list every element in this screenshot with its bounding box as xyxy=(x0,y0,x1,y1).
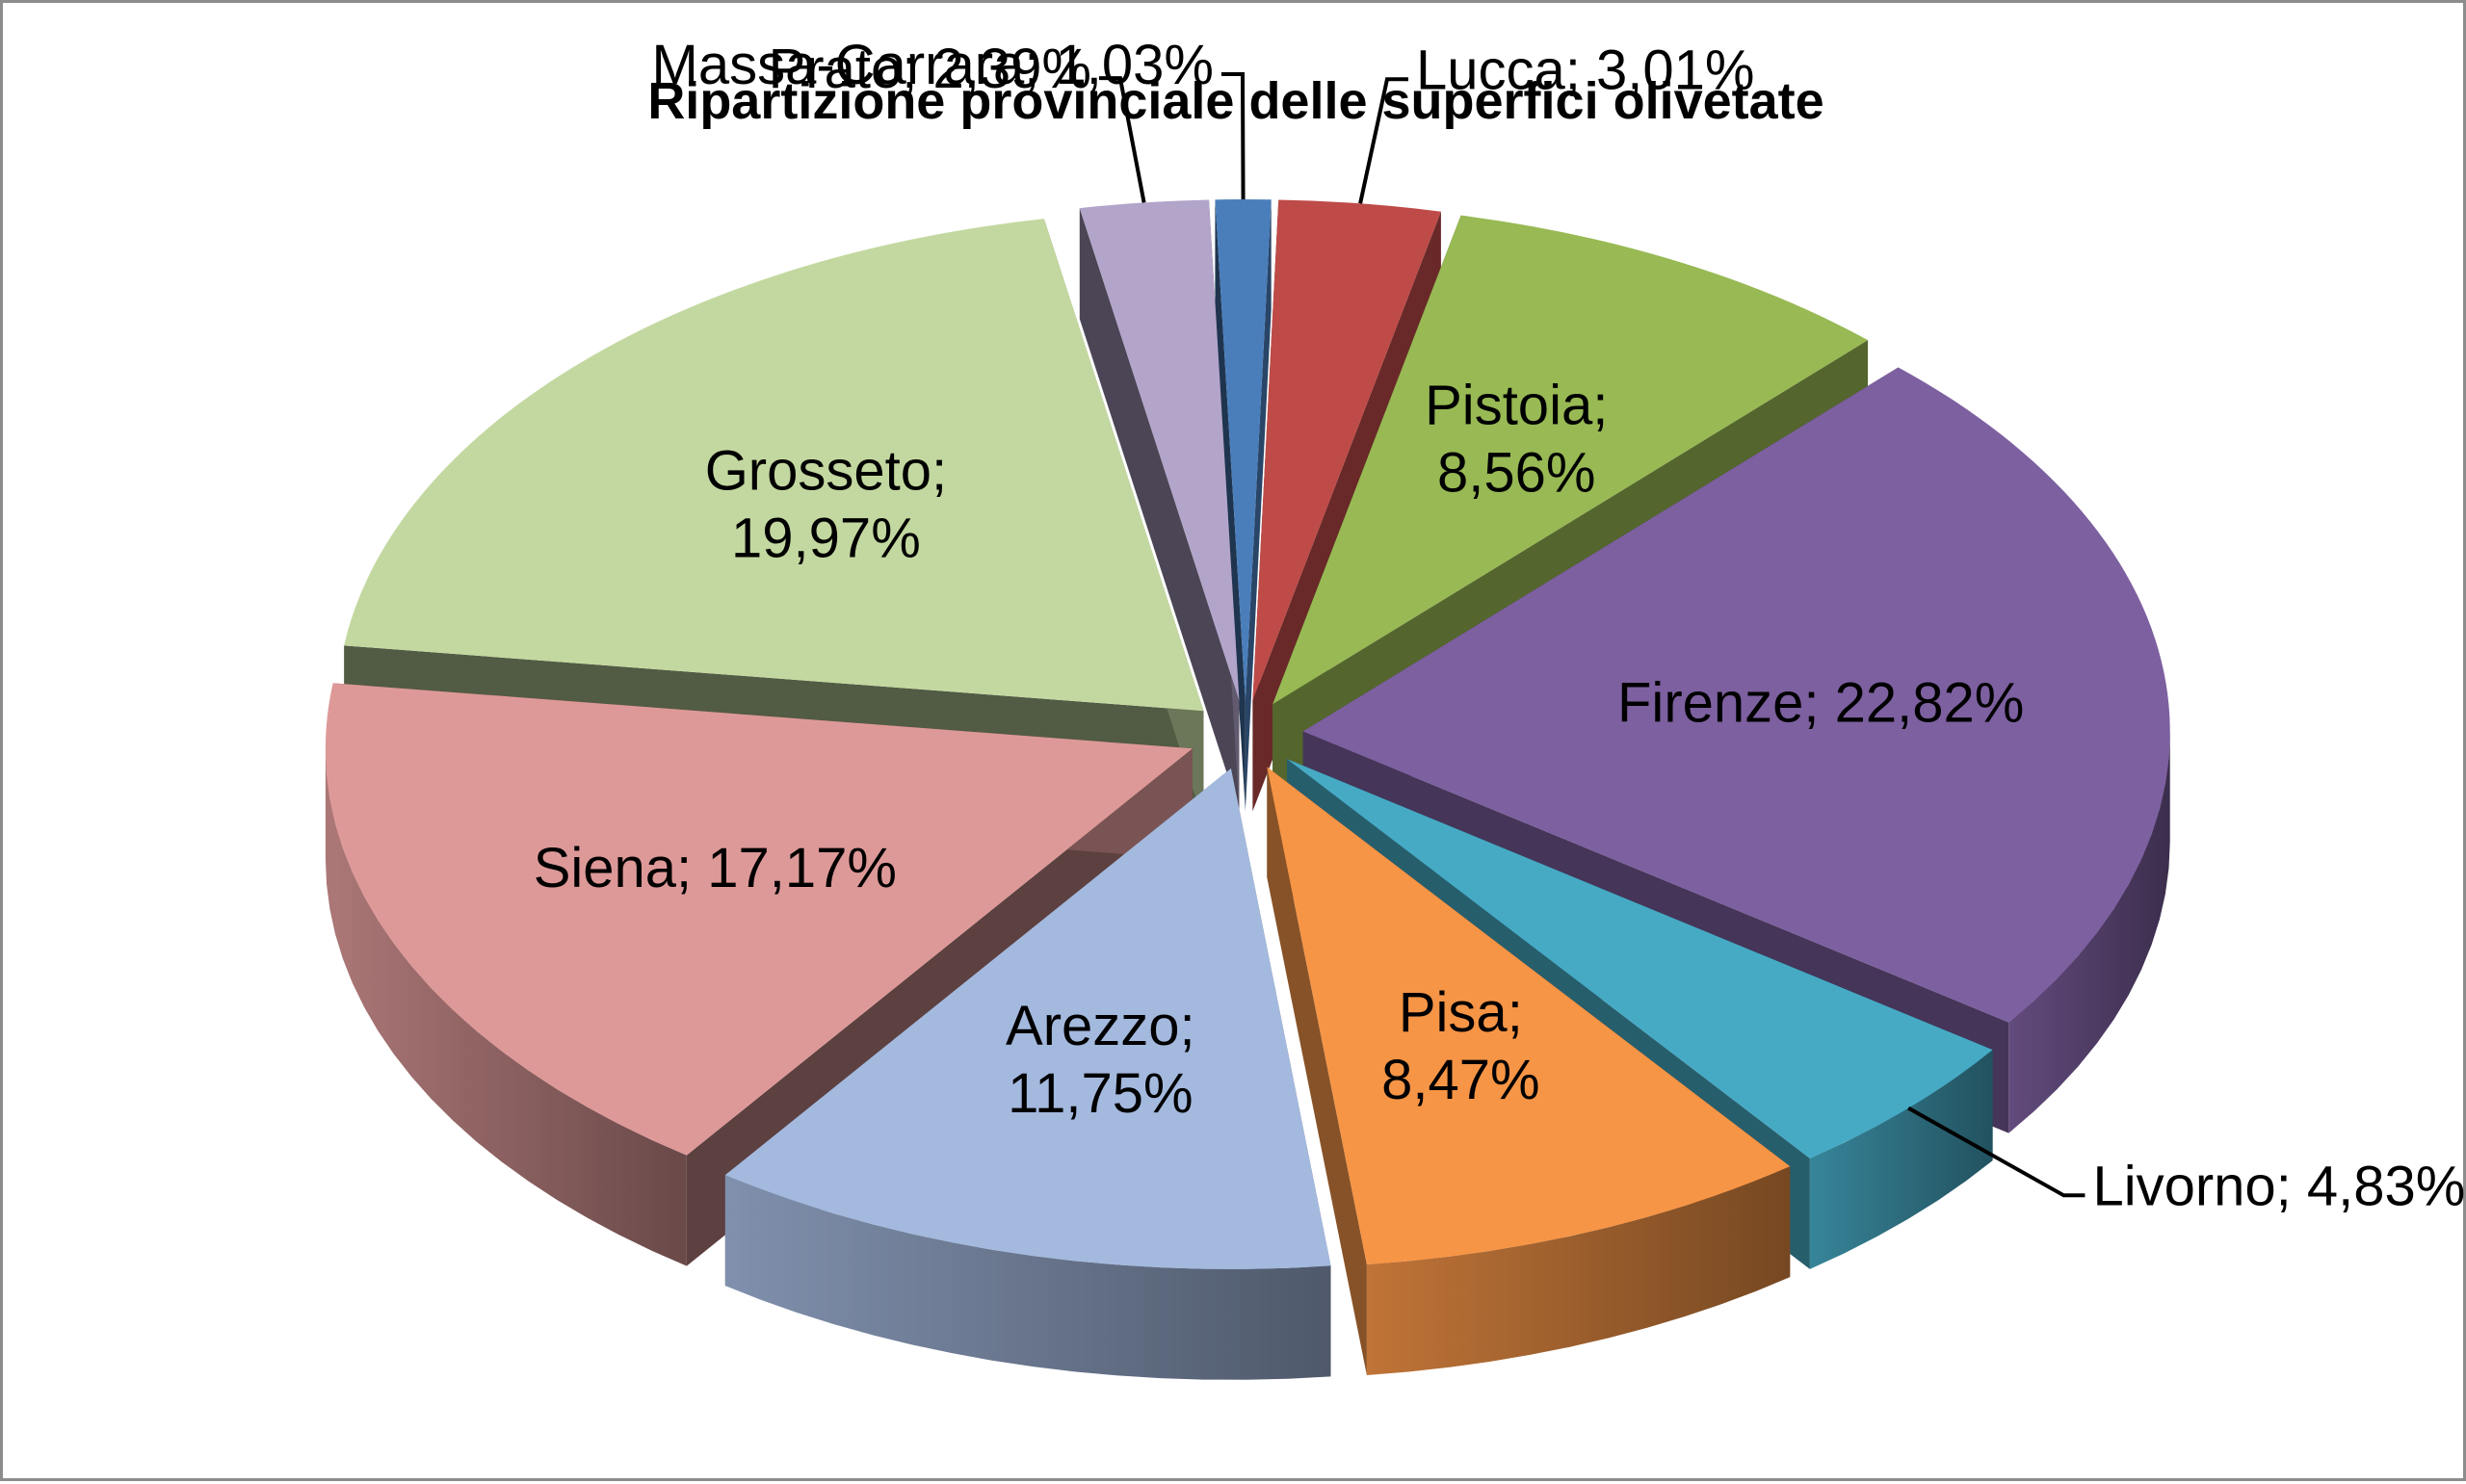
chart-title: Ripartizione provinciale delle superfici… xyxy=(647,72,1823,130)
pie-chart: Massa-Carrara; 1,03% Lucca; 3,01% Pistoia;… xyxy=(325,34,2466,1380)
pie-slice-prato xyxy=(1079,199,1240,812)
leader-lines xyxy=(1098,72,2086,1198)
slice-wall-pisa xyxy=(1267,767,1367,1375)
data-label-lucca: Lucca; 3,01% xyxy=(1416,39,1754,101)
slice-side-pisa xyxy=(1366,1166,1791,1375)
pie-slice-massa-carrara xyxy=(1215,199,1272,812)
slice-top-lucca xyxy=(1252,199,1441,701)
data-labels: Massa-Carrara; 1,03% Lucca; 3,01% Pistoia;… xyxy=(534,34,2466,1217)
data-label-pisa: Pisa; 8,47% xyxy=(1381,981,1539,1111)
slice-top-firenze xyxy=(1302,367,2170,1023)
slice-top-grosseto xyxy=(344,219,1204,712)
slice-top-prato xyxy=(1079,199,1240,701)
slice-top-pistoia xyxy=(1272,215,1869,705)
data-label-arezzo: Arezzo; 11,75% xyxy=(1006,995,1195,1125)
slice-wall-massa-carrara xyxy=(1245,199,1272,812)
pie-face-layer xyxy=(325,683,1993,1380)
data-label-grosseto: Grosseto; 19,97% xyxy=(705,440,947,570)
data-label-massa-carrara: Massa-Carrara; 1,03% xyxy=(652,34,1214,96)
slice-top-livorno xyxy=(1287,759,1993,1159)
slice-side-siena xyxy=(325,748,687,1266)
slice-side-arezzo xyxy=(724,1175,1331,1380)
data-label-pistoia: Pistoia; 8,56% xyxy=(1425,375,1608,505)
data-label-livorno: Livorno; 4,83% xyxy=(2092,1155,2465,1217)
leader-line-lucca xyxy=(1358,77,1409,204)
slice-top-massa-carrara xyxy=(1215,199,1272,701)
pie-slice-pisa xyxy=(1267,767,1791,1375)
slice-side-livorno xyxy=(1809,1050,1993,1269)
leader-line-livorno xyxy=(1907,1106,2086,1198)
data-label-firenze: Firenze; 22,82% xyxy=(1617,671,2024,734)
slice-top-siena xyxy=(325,683,1193,1156)
leader-line-prato xyxy=(1098,76,1146,203)
slice-wall-massa-carrara xyxy=(1215,199,1246,812)
slice-top-arezzo xyxy=(724,768,1331,1269)
slice-wall-prato xyxy=(1079,208,1240,812)
slice-side-firenze xyxy=(2008,731,2170,1133)
slice-top-pisa xyxy=(1267,767,1791,1264)
leader-line-massa-carrara xyxy=(1220,72,1246,200)
data-label-siena: Siena; 17,17% xyxy=(534,837,897,899)
pie-slice-arezzo xyxy=(724,768,1331,1380)
data-label-prato: Prato; 2,39% xyxy=(769,38,1091,100)
